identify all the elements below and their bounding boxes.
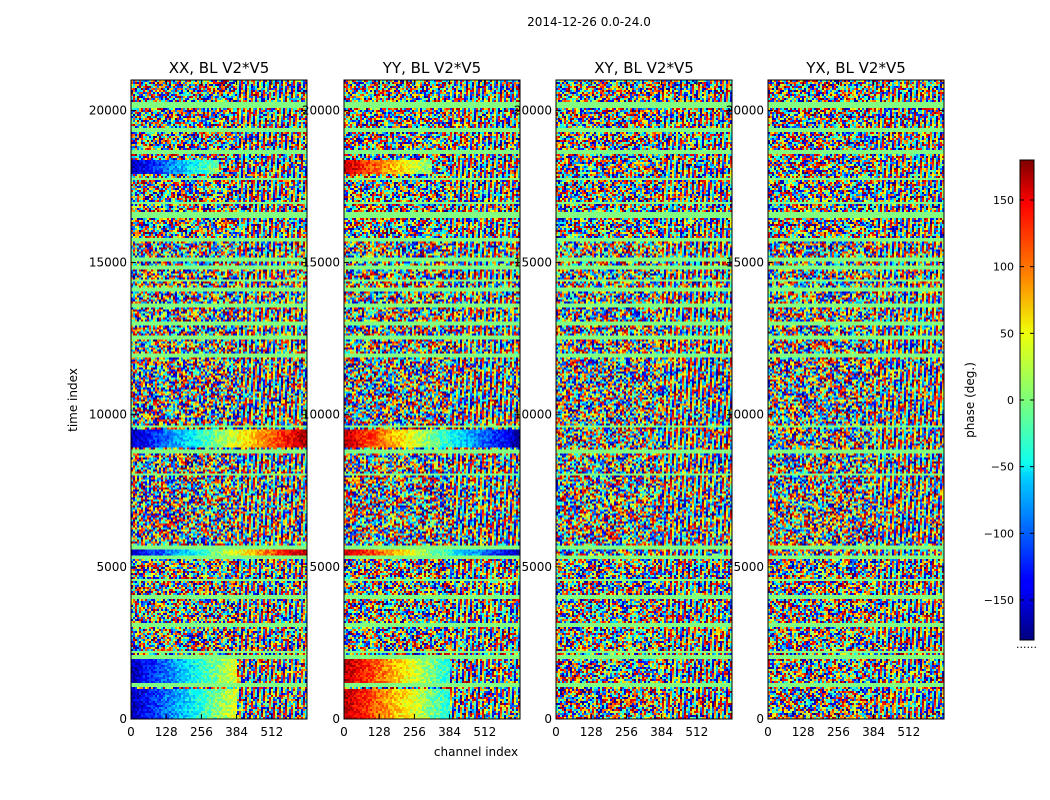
x-tick-label: 128	[792, 725, 815, 739]
phase-heatmap	[131, 80, 307, 719]
colorbar-tick-label: 100	[993, 261, 1014, 274]
phase-heatmap	[768, 80, 944, 719]
x-tick-label: 512	[473, 725, 496, 739]
x-tick-label: 256	[827, 725, 850, 739]
phase-heatmap	[556, 80, 732, 719]
x-axis-label: channel index	[434, 745, 518, 759]
x-tick-label: 128	[368, 725, 391, 739]
x-tick-label: 384	[438, 725, 461, 739]
colorbar-ticks: 150 100 50 0 −50 −100 −150	[984, 194, 1034, 607]
y-tick-label: 5000	[96, 560, 127, 574]
x-tick-label: 128	[155, 725, 178, 739]
x-tick-label: 384	[225, 725, 248, 739]
colorbar-dots: ......	[1016, 638, 1037, 651]
y-tick-label: 10000	[89, 408, 127, 422]
colorbar-tick-label: 150	[993, 194, 1014, 207]
colorbar-label: phase (deg.)	[963, 362, 977, 438]
x-tick-label: 256	[615, 725, 638, 739]
y-tick-label: 10000	[302, 408, 340, 422]
x-tick-label: 512	[260, 725, 283, 739]
x-tick-label: 384	[650, 725, 673, 739]
y-tick-label: 0	[332, 712, 340, 726]
panel-frame	[130, 79, 308, 720]
panel-xx: XX, BL V2*V5 0 128 256 384 512 0 5000 10000 15000…	[89, 59, 308, 739]
phase-heatmap	[344, 80, 520, 719]
y-tick-label: 20000	[302, 103, 340, 117]
panel-title: YY, BL V2*V5	[382, 59, 481, 77]
y-tick-label: 10000	[726, 408, 764, 422]
y-axis-label: time index	[66, 368, 80, 432]
colorbar-tick-label: 0	[1007, 394, 1014, 407]
x-tick-label: 0	[552, 725, 560, 739]
y-tick-label: 0	[119, 712, 127, 726]
y-tick-label: 20000	[514, 103, 552, 117]
figure-suptitle: 2014-12-26 0.0-24.0	[527, 15, 651, 29]
x-tick-label: 384	[862, 725, 885, 739]
x-tick-label: 256	[403, 725, 426, 739]
y-tick-label: 15000	[726, 256, 764, 270]
x-tick-label: 256	[190, 725, 213, 739]
panel-title: YX, BL V2*V5	[805, 59, 906, 77]
panel-frame	[343, 79, 521, 720]
panel-frame	[555, 79, 733, 720]
panel-title: XX, BL V2*V5	[169, 59, 270, 77]
y-tick-label: 5000	[309, 560, 340, 574]
y-tick-label: 15000	[89, 256, 127, 270]
panel-title: XY, BL V2*V5	[594, 59, 694, 77]
x-tick-label: 0	[340, 725, 348, 739]
colorbar-tick-label: −150	[984, 594, 1014, 607]
x-tick-label: 512	[897, 725, 920, 739]
panels: XX, BL V2*V5 0 128 256 384 512 0 5000 10000 15000…	[89, 59, 945, 739]
x-tick-label: 128	[580, 725, 603, 739]
y-tick-label: 5000	[733, 560, 764, 574]
colorbar-tick-label: −50	[991, 461, 1014, 474]
y-tick-label: 5000	[521, 560, 552, 574]
x-tick-label: 512	[685, 725, 708, 739]
y-tick-label: 10000	[514, 408, 552, 422]
panel-yx: YX, BL V2*V5 0 128 256 384 512 0 5000 10000 15000…	[726, 59, 945, 739]
y-tick-label: 20000	[726, 103, 764, 117]
panel-xy: XY, BL V2*V5 0 128 256 384 512 0 5000 10000 15000…	[514, 59, 733, 739]
colorbar-tick-label: 50	[1000, 327, 1014, 340]
y-tick-label: 15000	[302, 256, 340, 270]
y-tick-label: 20000	[89, 103, 127, 117]
colorbar: 150 100 50 0 −50 −100 −150 phase (deg.) ......	[963, 159, 1037, 651]
y-tick-label: 0	[544, 712, 552, 726]
colorbar-tick-label: −100	[984, 527, 1014, 540]
y-tick-label: 0	[756, 712, 764, 726]
panel-frame	[767, 79, 945, 720]
x-tick-label: 0	[127, 725, 135, 739]
y-tick-label: 15000	[514, 256, 552, 270]
x-tick-label: 0	[764, 725, 772, 739]
panel-yy: YY, BL V2*V5 0 128 256 384 512 0 5000 10000 15000…	[302, 59, 521, 739]
